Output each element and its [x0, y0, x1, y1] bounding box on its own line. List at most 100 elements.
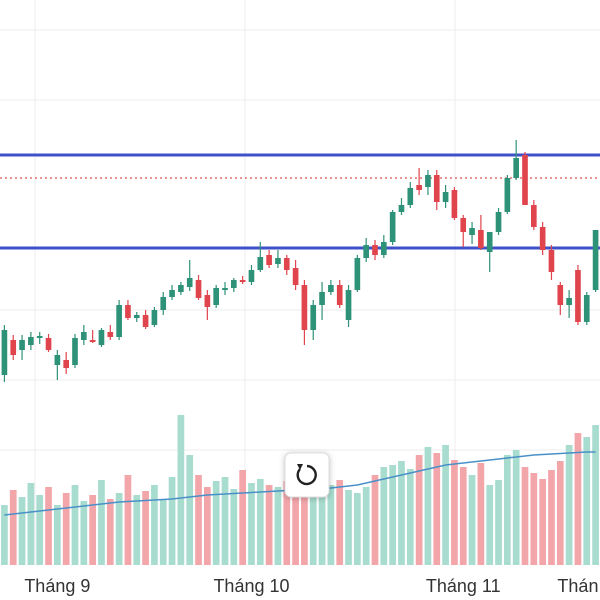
candle-body — [460, 218, 467, 232]
candle-body — [231, 280, 237, 288]
candle-body — [486, 232, 493, 252]
volume-bar — [592, 425, 599, 565]
volume-bar — [521, 467, 529, 565]
volume-bar — [283, 481, 291, 565]
volume-bar — [80, 501, 88, 565]
candle-body — [478, 230, 484, 248]
volume-bar — [380, 467, 388, 565]
candle-body — [89, 340, 96, 342]
volume-bar — [318, 473, 326, 565]
candle-body — [504, 178, 511, 212]
candle-body — [425, 175, 431, 187]
candle-body — [142, 315, 149, 327]
volume-bar — [248, 483, 255, 565]
candle-body — [513, 158, 519, 178]
volume-bar — [530, 473, 538, 565]
volume-bar — [442, 445, 449, 565]
candle-body — [363, 245, 369, 258]
volume-bar — [398, 461, 405, 565]
volume-bar — [159, 500, 167, 565]
candle-body — [354, 258, 361, 290]
candle-body — [222, 288, 228, 290]
volume-bar — [186, 455, 194, 565]
volume-bar — [486, 485, 494, 565]
volume-bar — [230, 489, 238, 565]
x-tick-label: Tháng 10 — [213, 576, 289, 596]
volume-bar — [142, 491, 149, 565]
candle-body — [495, 212, 502, 232]
candle-body — [160, 297, 167, 310]
candle-body — [416, 185, 422, 190]
volume-bar — [415, 455, 423, 565]
volume-bar — [204, 487, 211, 565]
candle-body — [583, 295, 590, 322]
x-tick-label: Tháng 11 — [426, 576, 501, 596]
candle-body — [469, 228, 475, 235]
volume-bar — [45, 487, 52, 565]
candle-body — [566, 298, 572, 305]
candle-body — [45, 338, 52, 350]
volume-bar — [177, 415, 185, 565]
candle-body — [372, 245, 378, 255]
volume-bar — [89, 495, 96, 565]
volume-bar — [292, 475, 299, 565]
candle-body — [178, 285, 184, 292]
volume-bar — [36, 495, 44, 565]
volume-bar — [574, 433, 582, 565]
volume-bar — [133, 495, 141, 565]
candle-body — [539, 227, 546, 250]
volume-bar — [168, 477, 176, 565]
volume-bar — [362, 487, 370, 565]
volume-bar — [495, 480, 502, 565]
volume-bar — [221, 477, 229, 565]
volume-bar — [195, 475, 202, 565]
candle-body — [54, 355, 61, 365]
volume-bar — [565, 445, 573, 565]
volume-bar — [301, 489, 308, 565]
reset-button-bg — [284, 452, 330, 498]
candle-body — [266, 255, 272, 265]
candle-body — [107, 332, 114, 337]
candle-body — [186, 278, 193, 287]
reset-icon — [296, 464, 317, 486]
volume-bar — [239, 470, 246, 565]
candle-body — [36, 336, 43, 338]
candle-body — [151, 310, 158, 325]
volume-bar — [327, 485, 335, 565]
volume-bar — [274, 487, 282, 565]
volume-bar — [9, 490, 17, 565]
candle-body — [1, 330, 8, 375]
candle-body — [433, 175, 440, 202]
candle-body — [451, 190, 458, 218]
candle-body — [275, 258, 281, 264]
candle-body — [381, 242, 387, 255]
volume-bar — [115, 493, 123, 565]
volume-bar — [151, 485, 158, 565]
volume-bar — [54, 505, 61, 565]
candle-body — [98, 330, 105, 345]
candle-body — [63, 360, 69, 368]
candle-body — [310, 305, 317, 330]
candle-body — [442, 192, 449, 202]
candle-body — [592, 230, 599, 290]
candle-body — [169, 290, 175, 297]
candle-body — [345, 290, 352, 320]
candle-body — [28, 337, 34, 345]
reset-button[interactable] — [284, 452, 330, 498]
volume-bar — [406, 469, 414, 565]
volume-bar — [504, 455, 511, 565]
candle-body — [204, 295, 211, 307]
volume-bar — [106, 499, 114, 565]
volume-bar — [27, 483, 35, 565]
volume-bar — [354, 493, 361, 565]
candle-body — [116, 305, 122, 337]
candle-body — [301, 285, 308, 330]
candle-body — [213, 288, 219, 305]
volume-bar — [62, 493, 70, 565]
reset-icon-arrow — [297, 464, 303, 470]
candle-body — [125, 305, 131, 318]
volume-bar — [556, 461, 564, 565]
candle-body — [257, 257, 264, 270]
volume-bar — [548, 470, 555, 565]
candle-body — [557, 285, 564, 305]
